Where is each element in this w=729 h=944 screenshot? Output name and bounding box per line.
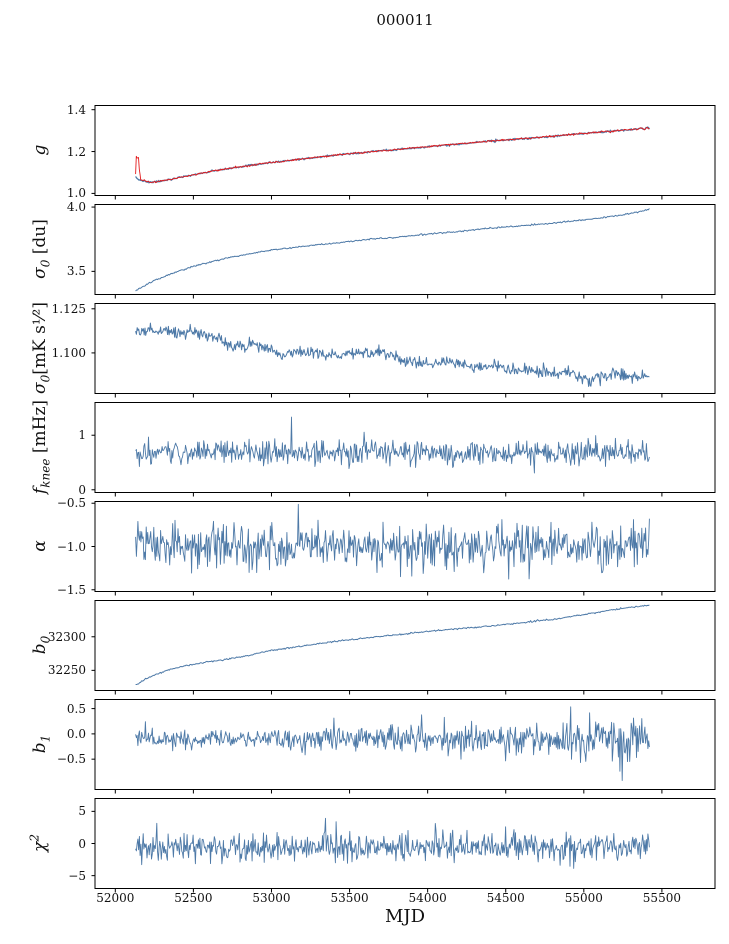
subplot-b0: b0 32300 32250 [0, 600, 729, 699]
subplot-b1: b1 0.5 0.0 −0.5 [0, 699, 729, 798]
y-tick-label: 1.4 [66, 102, 86, 117]
y-tick-label: 0.5 [66, 701, 86, 716]
x-tick-label: 53000 [252, 891, 291, 905]
y-axis-label-main: σ [30, 382, 51, 394]
y-tick-label: 3.5 [66, 264, 86, 279]
plot-area [91, 501, 716, 596]
x-tick-label: 53500 [330, 891, 369, 905]
series-sigma0-du [135, 208, 650, 292]
series-b0 [135, 604, 650, 686]
y-tick-label: −5 [68, 868, 86, 883]
series-chi2 [135, 817, 650, 869]
y-axis-label-main: b [30, 643, 51, 655]
series-b1 [135, 706, 650, 781]
y-tick-label: 0 [78, 482, 86, 497]
subplot-sigma0-mK: σ0[mK s¹⁄²] 1.125 1.100 [0, 301, 729, 402]
y-tick-label: 4.0 [66, 200, 86, 215]
x-tick-label: 55000 [564, 891, 603, 905]
y-tick-label: −0.5 [56, 496, 86, 511]
x-tick-label: 52500 [174, 891, 213, 905]
y-axis-label: fknee [mHz] [27, 400, 52, 494]
y-tick-label: 1.100 [51, 345, 86, 360]
y-tick-label: −1.0 [56, 539, 86, 554]
plot-area [91, 402, 716, 497]
y-axis-label-unit: [du] [30, 219, 51, 260]
y-tick-label: −0.5 [56, 752, 86, 767]
series-sigma0-mK [135, 322, 650, 387]
y-tick-label: 1.0 [66, 186, 86, 201]
plot-area [91, 798, 716, 893]
x-axis-label: MJD [384, 906, 426, 927]
series-alpha [135, 503, 650, 580]
y-tick-label: 5 [78, 804, 86, 819]
subplot-fknee: fknee [mHz] 1 0 [0, 400, 729, 501]
y-axis-label-sub: 0 [38, 374, 53, 383]
series-gain-red [135, 126, 650, 184]
x-tick-label: 54500 [486, 891, 525, 905]
y-tick-label: 32300 [47, 629, 86, 644]
plot-area [91, 600, 716, 695]
series-gain-blue [135, 126, 650, 184]
series-fknee [135, 416, 650, 474]
x-tick-label: 55500 [642, 891, 681, 905]
figure-title: 000011 [376, 11, 434, 29]
subplot-sigma0-du: σ0 [du] 4.0 3.5 [0, 200, 729, 303]
subplot-g: g 1.4 1.2 1.0 [0, 102, 729, 204]
y-tick-label: 32250 [47, 663, 86, 678]
plot-area [91, 105, 716, 200]
x-tick-labels: 52000 52500 53000 53500 54000 54500 55000 55500 [0, 891, 729, 909]
x-tick-label: 52000 [96, 891, 135, 905]
subplot-chi2: χ2 5 0 −5 [0, 798, 729, 897]
y-tick-label: 0 [78, 836, 86, 851]
y-tick-label: 1.2 [66, 144, 86, 159]
subplot-alpha: α −0.5 −1.0 −1.5 [0, 496, 729, 600]
plot-area [91, 303, 716, 398]
y-tick-label: −1.5 [56, 582, 86, 597]
y-tick-label: 1.125 [51, 301, 86, 316]
y-tick-label: 1 [78, 428, 86, 443]
plot-area [91, 204, 716, 299]
y-tick-label: 0.0 [66, 726, 86, 741]
x-tick-label: 54000 [408, 891, 447, 905]
plot-area [91, 699, 716, 794]
